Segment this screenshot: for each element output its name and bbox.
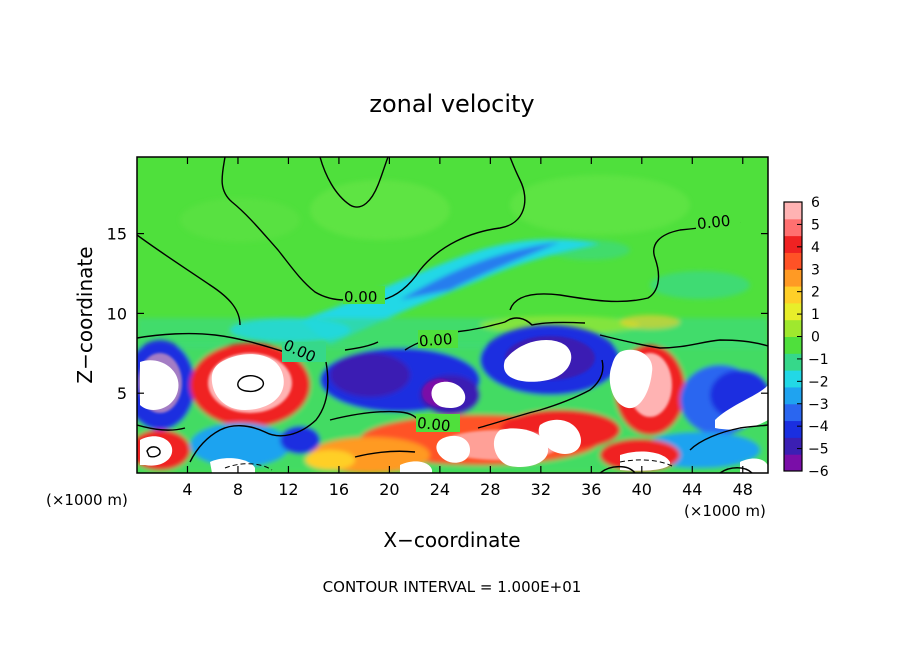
colorbar-swatch [784,370,802,388]
colorbar-tick-label: −1 [808,352,829,368]
colorbar-swatch [784,235,802,253]
x-tick-label: 16 [329,480,349,499]
colorbar-swatch [784,454,802,472]
x-tick-label: 32 [531,480,551,499]
x-tick-label: 24 [430,480,450,499]
x-tick-label: 8 [233,480,243,499]
colorbar-tick-label: −2 [808,374,829,390]
colorbar-swatch [784,420,802,438]
colorbar-swatch [784,403,802,422]
colorbar-swatch [784,202,802,220]
x-tick-label: 36 [581,480,601,499]
x-tick-label: 28 [480,480,500,499]
x-tick-label: 12 [278,480,298,499]
x-tick-label: 48 [733,480,753,499]
colorbar-tick-label: 4 [811,240,820,256]
x-unit-right: (×1000 m) [684,502,766,520]
colorbar-swatch [784,319,802,337]
y-tick-label: 5 [117,384,127,403]
x-tick-label: 4 [182,480,192,499]
colorbar-tick-label: 0 [811,330,820,346]
colorbar-tick-label: −5 [808,442,829,458]
colorbar-tick-label: 6 [811,195,820,211]
colorbar-tick-label: 1 [811,307,820,323]
colorbar-swatch [784,286,802,304]
y-tick-labels: 5 10 15 [107,225,127,404]
colorbar-labels: 6 5 4 3 2 1 0 −1 −2 −3 −4 −5 −6 [808,195,829,480]
chart-title: zonal velocity [369,90,534,118]
velocity-field [137,157,768,473]
contour-label: 0.00 [696,212,731,233]
x-tick-labels: 4 8 12 16 20 24 28 32 36 40 44 48 [182,480,753,499]
colorbar-tick-label: 2 [811,285,820,301]
colorbar-swatch [784,386,802,405]
contour-label: 0.00 [344,288,377,306]
x-tick-label: 20 [379,480,399,499]
x-unit-left: (×1000 m) [46,491,128,509]
colorbar-tick-label: 5 [811,217,820,233]
colorbar-tick-label: −6 [808,464,829,480]
colorbar-tick-label: −3 [808,397,829,413]
plot-frame [136,156,769,474]
colorbar-swatch [784,336,802,354]
colorbar-swatch [784,353,802,371]
y-tick-label: 10 [107,304,127,323]
x-axis-label: X−coordinate [383,528,520,552]
colorbar-tick-label: 3 [811,262,820,278]
colorbar-swatch [784,252,802,270]
contour-interval-footer: CONTOUR INTERVAL = 1.000E+01 [323,578,582,596]
contour-label: 0.00 [418,330,453,350]
axis-ticks [137,157,768,473]
y-tick-label: 15 [107,225,127,244]
colorbar [783,201,803,472]
colorbar-swatch [784,302,802,321]
x-tick-label: 40 [632,480,652,499]
x-tick-label: 44 [682,480,702,499]
colorbar-swatch [784,437,802,455]
contour-label: 0.00 [416,414,451,435]
colorbar-swatch [784,218,802,237]
y-axis-label: Z−coordinate [73,246,97,383]
colorbar-tick-label: −4 [808,419,829,435]
colorbar-swatch [784,269,802,287]
